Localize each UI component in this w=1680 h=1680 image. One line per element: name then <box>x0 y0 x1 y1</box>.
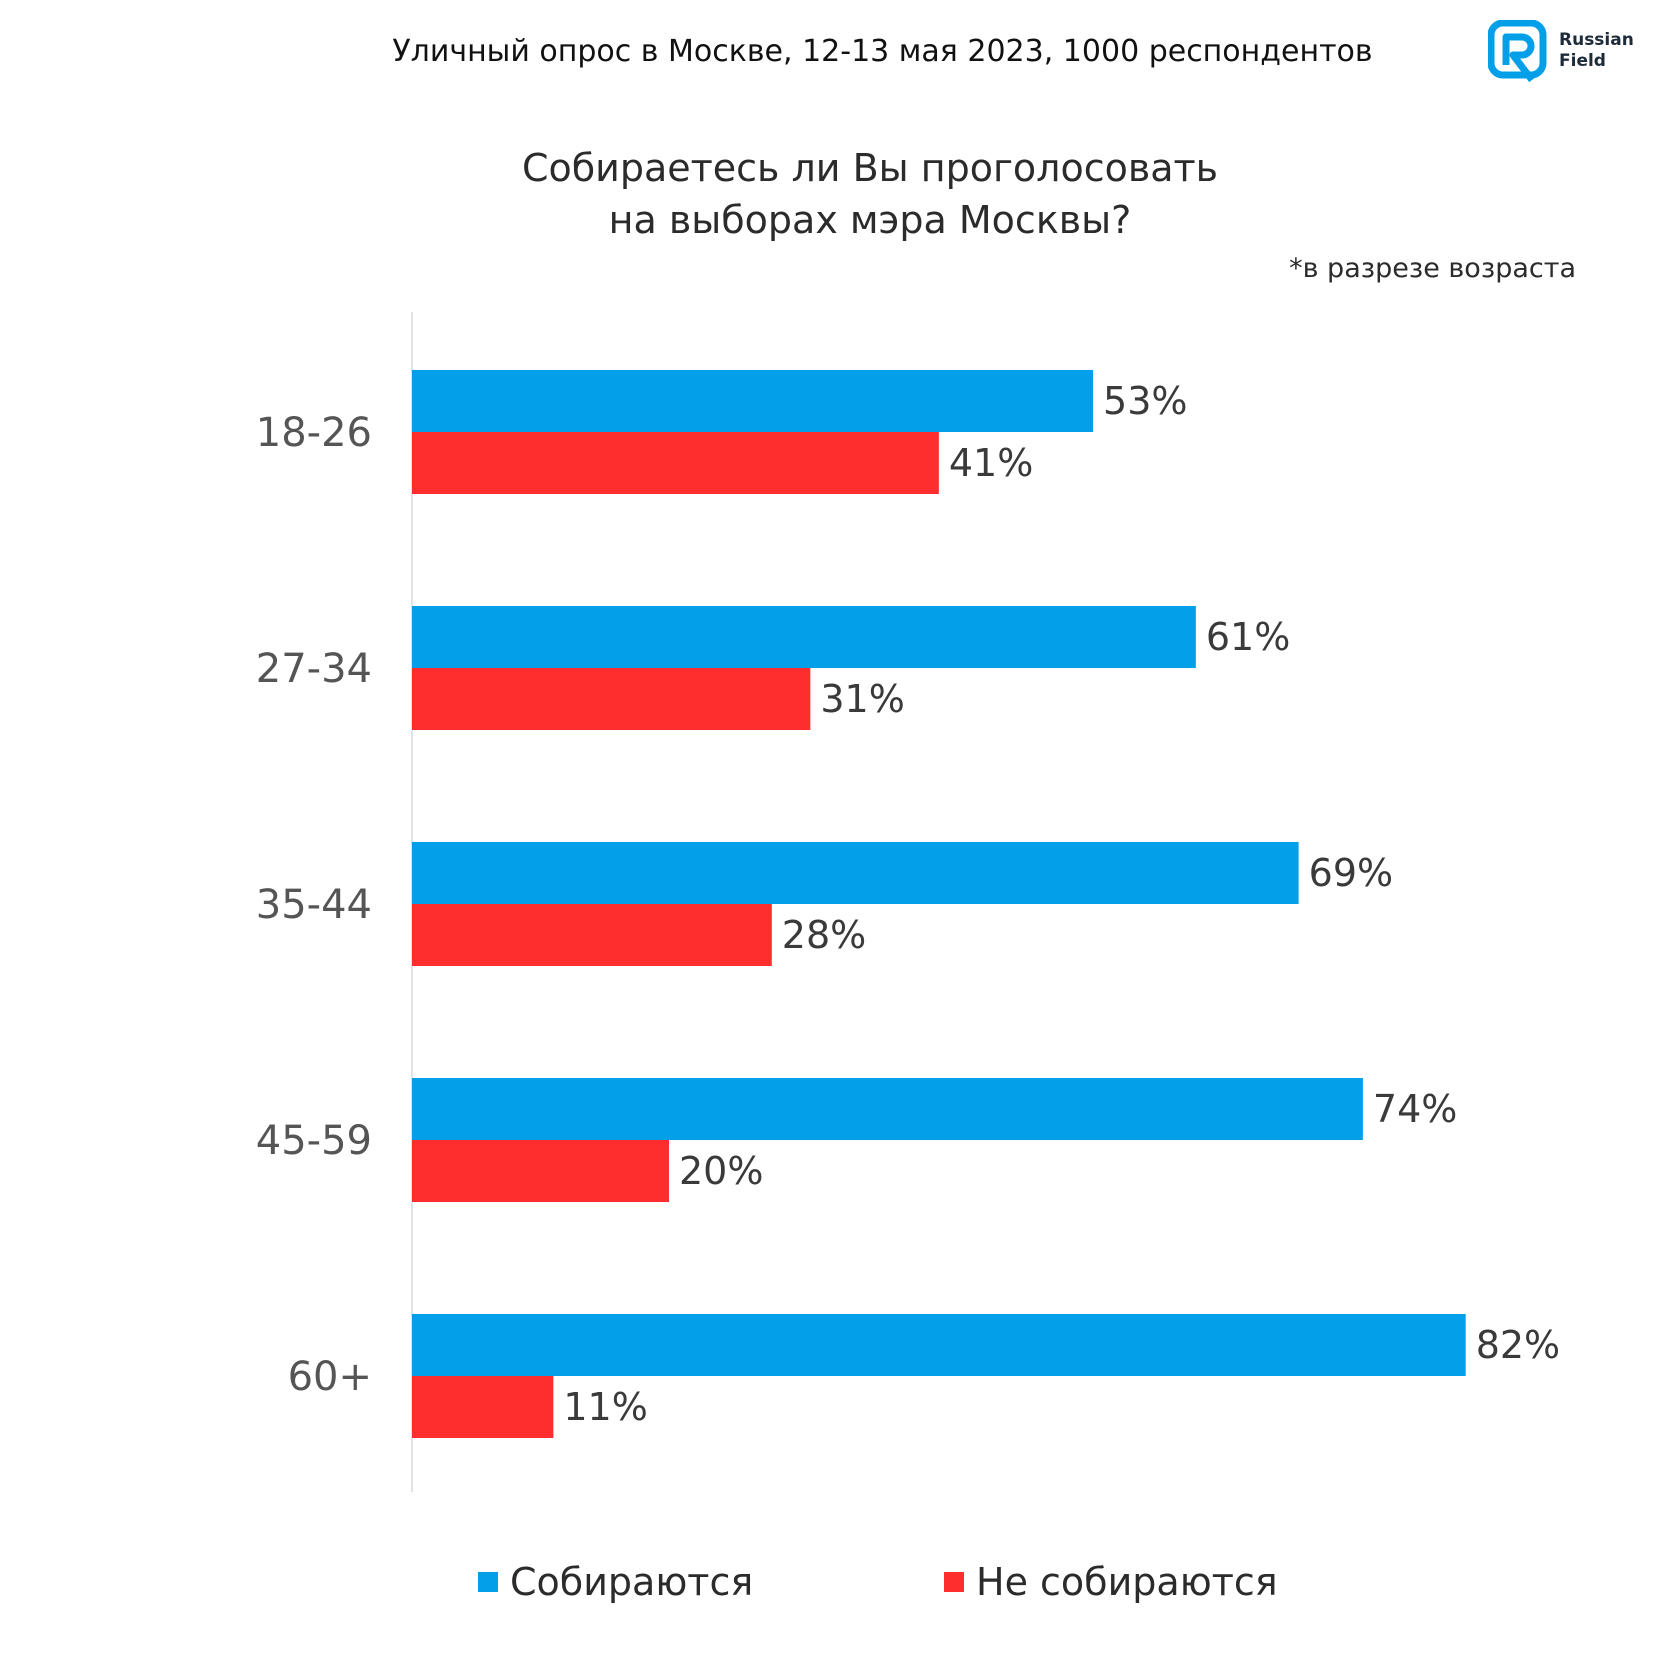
bar-going-18-26 <box>412 370 1094 432</box>
data-label-going-45-59: 74% <box>1373 1087 1457 1131</box>
chart-subtitle-note: *в разрезе возраста <box>1289 253 1576 284</box>
chart-title: Собираетесь ли Вы проголосовать на выбор… <box>0 142 1680 246</box>
legend-swatch-not-going <box>944 1572 964 1592</box>
chart-legend: Собираются Не собираются <box>0 1552 1680 1612</box>
category-label-18-26: 18-26 <box>256 410 372 456</box>
bar-chart: 18-26 53% 41% 27-34 61% 31% 35-44 69% 28% 45-59 74… <box>256 312 1560 1492</box>
data-label-going-18-26: 53% <box>1103 379 1187 423</box>
survey-info: Уличный опрос в Москве, 12-13 мая 2023, … <box>392 34 1373 69</box>
data-label-not-going-45-59: 20% <box>679 1149 763 1193</box>
bar-not-going-27-34 <box>412 668 811 730</box>
bar-going-45-59 <box>412 1078 1363 1140</box>
category-label-27-34: 27-34 <box>256 646 372 692</box>
russian-field-logo-icon <box>1488 20 1547 83</box>
bar-going-27-34 <box>412 606 1196 668</box>
bar-not-going-35-44 <box>412 904 772 966</box>
bar-not-going-18-26 <box>412 432 939 494</box>
data-label-going-27-34: 61% <box>1206 615 1290 659</box>
legend-label-going: Собираются <box>510 1560 754 1604</box>
chart-title-line-1: Собираетесь ли Вы проголосовать <box>521 146 1219 190</box>
bar-not-going-60+ <box>412 1376 554 1438</box>
data-label-not-going-35-44: 28% <box>782 913 866 957</box>
bar-not-going-45-59 <box>412 1140 669 1202</box>
bar-going-35-44 <box>412 842 1299 904</box>
legend-item-not-going: Не собираются <box>944 1552 1278 1612</box>
data-label-not-going-27-34: 31% <box>820 677 904 721</box>
russian-field-logo: Russian Field <box>1488 20 1658 90</box>
logo-line-2: Field <box>1559 51 1606 71</box>
data-label-going-60+: 82% <box>1476 1323 1560 1367</box>
data-label-going-35-44: 69% <box>1309 851 1393 895</box>
logo-wordmark: Russian Field <box>1559 30 1634 72</box>
legend-swatch-going <box>478 1572 498 1592</box>
category-label-35-44: 35-44 <box>256 882 372 928</box>
chart-title-line-2: на выборах мэра Москвы? <box>608 198 1132 242</box>
category-label-45-59: 45-59 <box>256 1118 372 1164</box>
data-label-not-going-60+: 11% <box>563 1385 647 1429</box>
legend-label-not-going: Не собираются <box>976 1560 1278 1604</box>
bar-going-60+ <box>412 1314 1466 1376</box>
logo-line-1: Russian <box>1559 30 1634 50</box>
data-label-not-going-18-26: 41% <box>949 441 1033 485</box>
legend-item-going: Собираются <box>478 1552 753 1612</box>
category-label-60+: 60+ <box>288 1354 372 1400</box>
